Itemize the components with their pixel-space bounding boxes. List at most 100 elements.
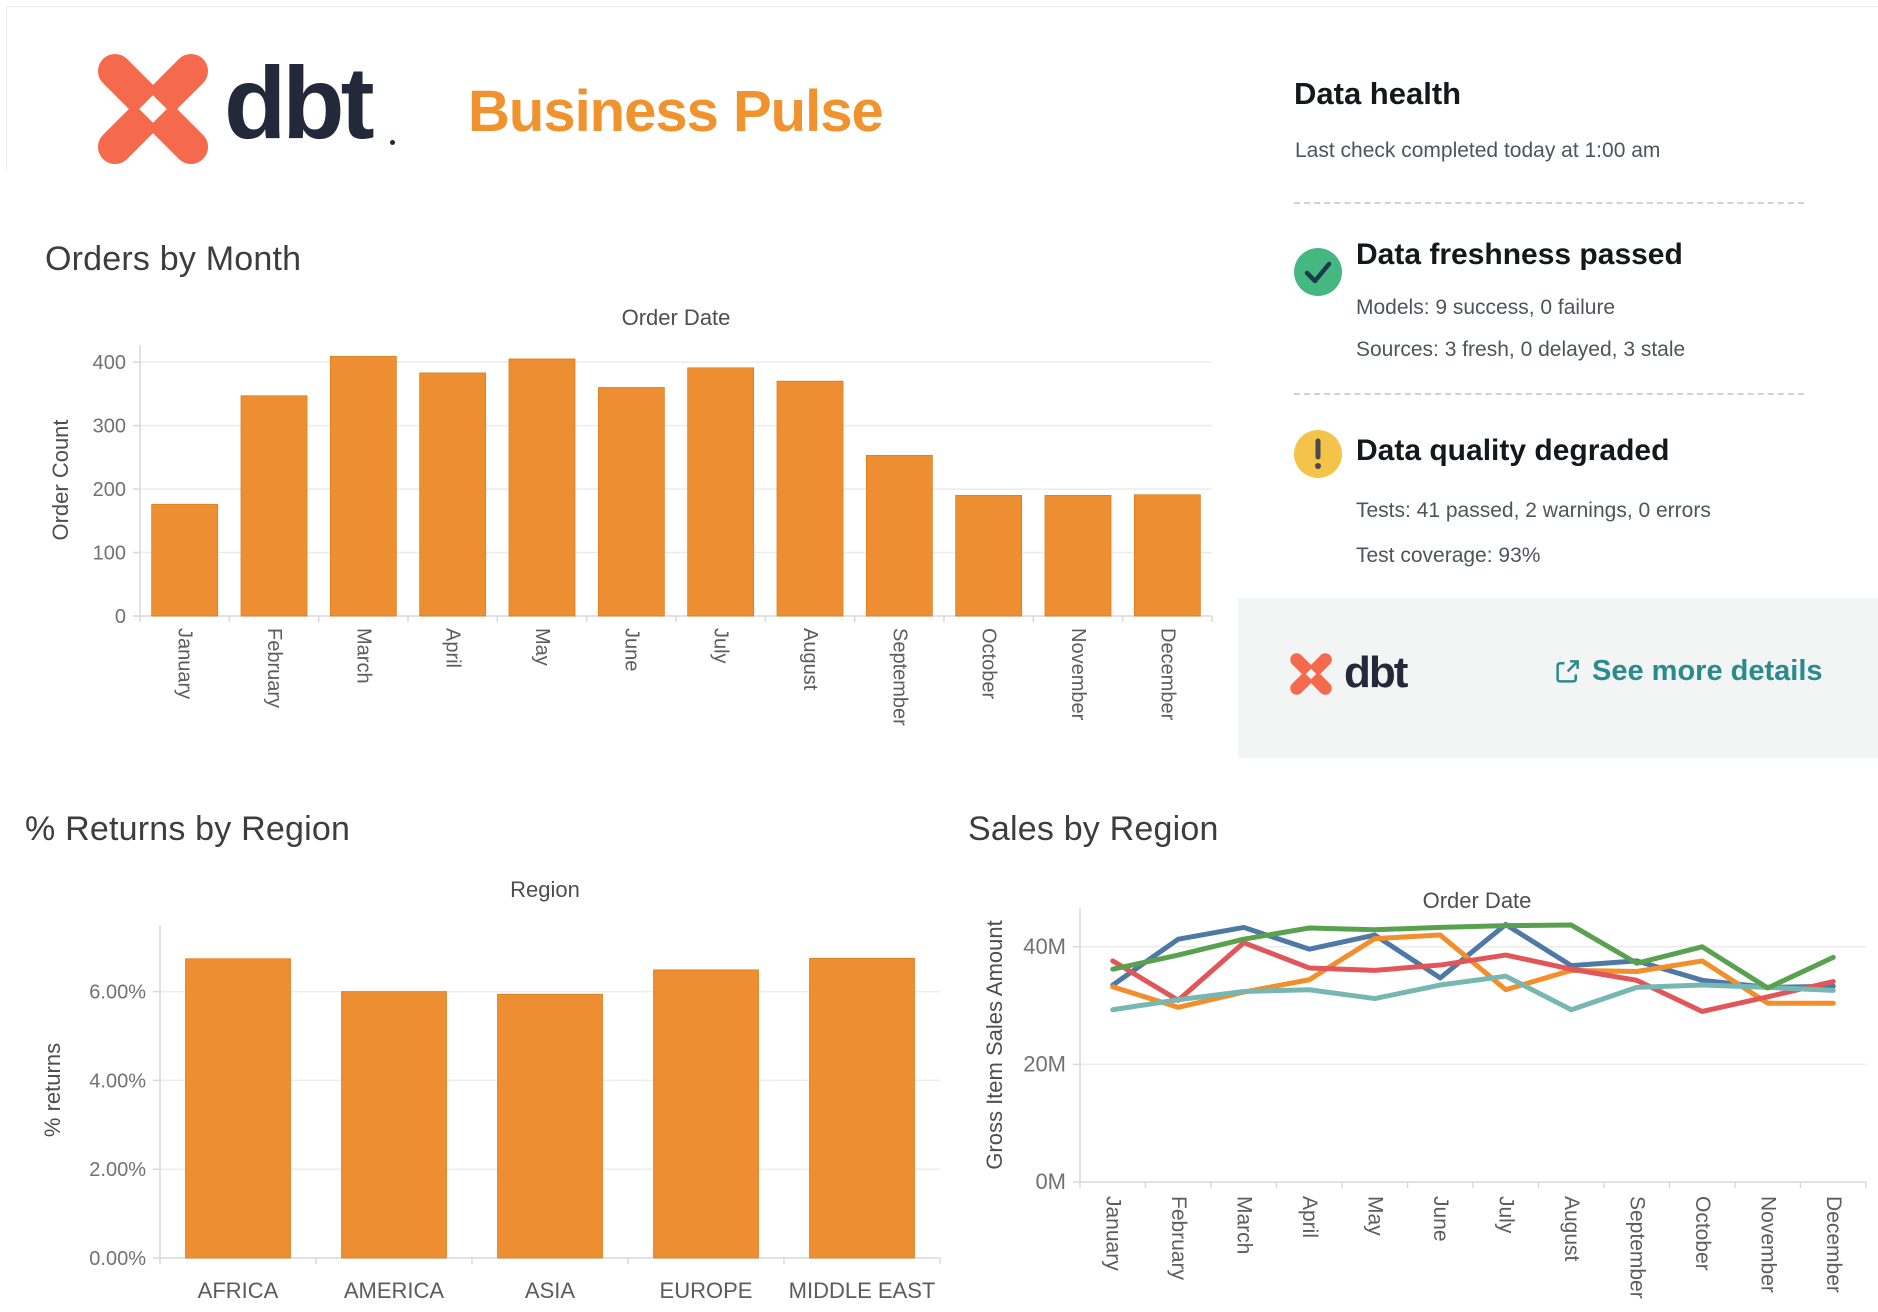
y-tick-label: 0 — [115, 606, 126, 628]
x-category-label: July — [1494, 1196, 1517, 1234]
y-axis-title: % returns — [40, 1043, 65, 1137]
y-tick-label: 4.00% — [89, 1070, 146, 1092]
bar-october[interactable] — [955, 495, 1023, 617]
exclamation-icon — [1315, 438, 1321, 469]
quality-tests: Tests: 41 passed, 2 warnings, 0 errors — [1356, 499, 1711, 522]
returns-chart-title: % Returns by Region — [25, 810, 351, 848]
quality-coverage: Test coverage: 93% — [1356, 544, 1541, 567]
x-category-label: August — [799, 628, 821, 691]
y-tick-label: 20M — [1023, 1051, 1066, 1076]
x-category-label: June — [620, 628, 642, 671]
y-tick-label: 0.00% — [89, 1248, 146, 1270]
see-more-details-label: See more details — [1592, 655, 1823, 687]
returns-by-region-chart[interactable]: 0.00% 2.00% 4.00% 6.00% AFRICA AMERICA ASIA EUR… — [20, 870, 980, 1312]
bar-december[interactable] — [1133, 494, 1201, 617]
see-more-details-link[interactable]: See more details — [1552, 655, 1823, 688]
x-category-label: January — [174, 628, 196, 699]
x-category-label: August — [1560, 1196, 1583, 1262]
orders-chart-title: Orders by Month — [45, 240, 302, 278]
data-health-title: Data health — [1294, 76, 1462, 111]
x-category-label: EUROPE — [660, 1278, 753, 1303]
x-category-label: AMERICA — [344, 1278, 445, 1303]
x-category-label: September — [888, 628, 910, 726]
footer-dbt-wordmark: dbt — [1344, 648, 1408, 697]
bar-september[interactable] — [865, 455, 933, 617]
x-category-label: April — [1298, 1196, 1321, 1238]
bar-january[interactable] — [151, 503, 219, 617]
data-health-last-check: Last check completed today at 1:00 am — [1295, 139, 1661, 162]
x-category-label: September — [1625, 1196, 1648, 1299]
dbt-trademark-dot — [390, 140, 395, 145]
x-category-label: March — [352, 628, 374, 684]
dbt-logo-icon — [97, 53, 209, 165]
freshness-status-icon — [1294, 248, 1342, 296]
sales-chart-title: Sales by Region — [968, 810, 1219, 848]
x-category-label: January — [1101, 1196, 1124, 1271]
y-tick-label: 100 — [93, 543, 126, 565]
y-tick-label: 200 — [93, 479, 126, 501]
y-tick-label: 400 — [93, 352, 126, 374]
dashed-divider — [1294, 202, 1804, 204]
x-category-label: November — [1756, 1196, 1779, 1293]
bar-may[interactable] — [508, 358, 576, 617]
freshness-sources: Sources: 3 fresh, 0 delayed, 3 stale — [1356, 338, 1686, 361]
freshness-title: Data freshness passed — [1356, 238, 1683, 271]
y-tick-label: 300 — [93, 416, 126, 438]
x-category-label: July — [710, 628, 732, 664]
dbt-logo-wordmark: dbt — [224, 46, 375, 160]
bar-june[interactable] — [597, 387, 665, 617]
bar-africa[interactable] — [185, 958, 291, 1259]
bar-asia[interactable] — [497, 993, 603, 1259]
quality-title: Data quality degraded — [1356, 434, 1670, 467]
y-axis-title: Gross Item Sales Amount — [982, 920, 1007, 1169]
dashed-divider — [1294, 393, 1804, 395]
freshness-models: Models: 9 success, 0 failure — [1356, 296, 1616, 319]
x-category-label: MIDDLE EAST — [789, 1278, 936, 1303]
x-category-label: October — [1691, 1196, 1714, 1271]
orders-by-month-chart[interactable]: 0 100 200 300 400 January February March April Ma… — [20, 235, 1250, 780]
x-category-label: November — [1067, 628, 1089, 721]
x-axis-title: Order Date — [1423, 888, 1532, 913]
series-teal[interactable] — [1110, 973, 1836, 1013]
x-category-label: December — [1156, 628, 1178, 721]
x-category-label: June — [1429, 1196, 1452, 1242]
x-category-label: October — [978, 628, 1000, 699]
dbt-logo-icon — [1290, 653, 1332, 695]
check-icon — [1304, 261, 1332, 284]
x-category-label: ASIA — [525, 1278, 575, 1303]
y-axis-title: Order Count — [48, 419, 73, 540]
bar-august[interactable] — [776, 380, 844, 617]
x-category-label: April — [442, 628, 464, 668]
bar-march[interactable] — [329, 356, 397, 617]
series-blue[interactable] — [1110, 921, 1836, 990]
bar-april[interactable] — [419, 372, 487, 617]
quality-status-icon — [1294, 430, 1342, 478]
x-axis-title: Region — [510, 877, 580, 902]
series-green[interactable] — [1110, 922, 1836, 991]
top-border — [6, 6, 1878, 7]
x-category-label: March — [1232, 1196, 1255, 1254]
bar-america[interactable] — [341, 991, 447, 1259]
left-border — [6, 6, 7, 170]
bar-europe[interactable] — [653, 969, 759, 1259]
x-category-label: AFRICA — [198, 1278, 279, 1303]
y-tick-label: 40M — [1023, 934, 1066, 959]
y-tick-label: 2.00% — [89, 1159, 146, 1181]
page-title: Business Pulse — [468, 79, 884, 144]
y-tick-label: 0M — [1035, 1169, 1066, 1194]
bar-july[interactable] — [687, 367, 755, 617]
y-tick-label: 6.00% — [89, 982, 146, 1004]
x-category-label: December — [1822, 1196, 1845, 1293]
x-category-label: May — [1363, 1196, 1386, 1236]
x-category-label: February — [263, 628, 285, 708]
x-category-label: May — [531, 628, 553, 666]
bar-february[interactable] — [240, 395, 308, 617]
x-axis-title: Order Date — [622, 305, 731, 330]
x-category-label: February — [1167, 1196, 1190, 1281]
series-red[interactable] — [1110, 940, 1836, 1014]
external-link-icon — [1556, 659, 1579, 683]
bar-middle-east[interactable] — [809, 957, 915, 1259]
sales-by-region-chart[interactable]: 0M 20M 40M January February March April May June… — [950, 870, 1878, 1312]
bar-november[interactable] — [1044, 495, 1112, 617]
